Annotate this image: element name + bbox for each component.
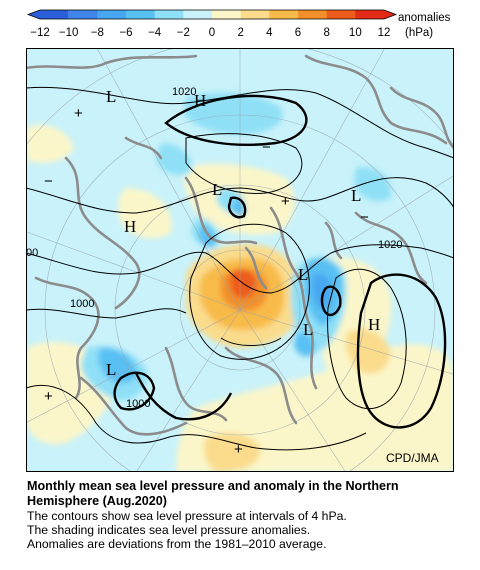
colorbar-cell: [298, 10, 328, 19]
colorbar-tick-label: 0: [209, 27, 215, 39]
colorbar-tick-label: 6: [295, 27, 301, 39]
anomaly-shading: [26, 92, 454, 472]
system-low-marker: L: [298, 265, 308, 284]
colorbar-tick-label: −2: [177, 27, 190, 39]
colorbar-tick-label: 10: [349, 27, 362, 39]
anomaly-minus-marker: −: [262, 139, 271, 156]
graticule: [26, 48, 454, 472]
colorbar-tick-label: −6: [119, 27, 132, 39]
colorbar-cell: [183, 10, 213, 19]
anomaly-plus-marker: +: [74, 105, 83, 122]
colorbar-outline: [26, 9, 398, 20]
colorbar-tick-label: 4: [266, 27, 273, 39]
anomaly-plus-marker: +: [281, 193, 290, 210]
colorbar-cell: [28, 10, 69, 19]
map-frame: [26, 48, 454, 472]
system-high-marker: H: [368, 315, 380, 334]
colorbar-tick-label: 12: [378, 27, 391, 39]
colorbar-cell: [126, 10, 156, 19]
system-high-marker: H: [194, 91, 206, 110]
anomaly-colorbar: −12 −10 −8 −6 −4 −2 0 2 4 6 8 10 12 anomalies (hPa): [26, 9, 451, 39]
colorbar-label: anomalies: [398, 12, 451, 24]
colorbar-cell: [269, 10, 299, 19]
system-low-marker: L: [212, 180, 222, 199]
isobar-label-1000-south: 1000: [126, 398, 150, 410]
colorbar-tick-label: −8: [91, 27, 104, 39]
colorbar-cell: [68, 10, 98, 19]
colorbar-cell: [154, 10, 184, 19]
isobar-label-1020-north: 1020: [172, 86, 196, 98]
system-low-marker: L: [303, 320, 313, 339]
colorbar-cells: [26, 9, 398, 20]
caption-line2: The shading indicates sea level pressure…: [27, 523, 311, 537]
colorbar-tick-label: 8: [323, 27, 329, 39]
colorbar-tick-label: −10: [59, 27, 79, 39]
caption-line1: The contours show sea level pressure at …: [27, 509, 347, 523]
anomaly-minus-marker: −: [44, 173, 53, 190]
colorbar-cell: [240, 10, 270, 19]
caption-title-line1: Monthly mean sea level pressure and anom…: [27, 479, 399, 493]
colorbar-ticks: −12 −10 −8 −6 −4 −2 0 2 4 6 8 10 12: [30, 27, 390, 39]
anomaly-plus-marker: +: [234, 441, 243, 458]
isobars: [26, 86, 454, 451]
colorbar-cell: [355, 10, 396, 19]
caption-line3: Anomalies are deviations from the 1981–2…: [27, 537, 327, 551]
coastlines: [26, 54, 454, 436]
colorbar-unit: (hPa): [405, 27, 433, 39]
colorbar-tick-label: 2: [237, 27, 243, 39]
isobars-bold: [113, 94, 447, 429]
system-low-marker: L: [106, 87, 116, 106]
anomaly-minus-marker: −: [360, 209, 369, 226]
colorbar-cell: [97, 10, 127, 19]
colorbar-cell: [326, 10, 356, 19]
pressure-anomaly-map: 1020 1020 1000 1000 00 L H L H L L L H L…: [26, 48, 454, 472]
colorbar-tick-label: −4: [148, 27, 162, 39]
anomaly-plus-marker: +: [44, 388, 53, 405]
colorbar-cell: [212, 10, 242, 19]
system-low-marker: L: [351, 186, 361, 205]
system-low-marker: L: [106, 360, 116, 379]
map-credit: CPD/JMA: [386, 451, 439, 465]
isobar-label-00-edge: 00: [26, 247, 38, 259]
system-high-marker: H: [124, 217, 136, 236]
isobar-label-1020-east: 1020: [378, 239, 402, 251]
isobar-label-1000-west: 1000: [70, 298, 94, 310]
colorbar-tick-label: −12: [30, 27, 50, 39]
caption-title-line2: Hemisphere (Aug.2020): [27, 494, 167, 508]
